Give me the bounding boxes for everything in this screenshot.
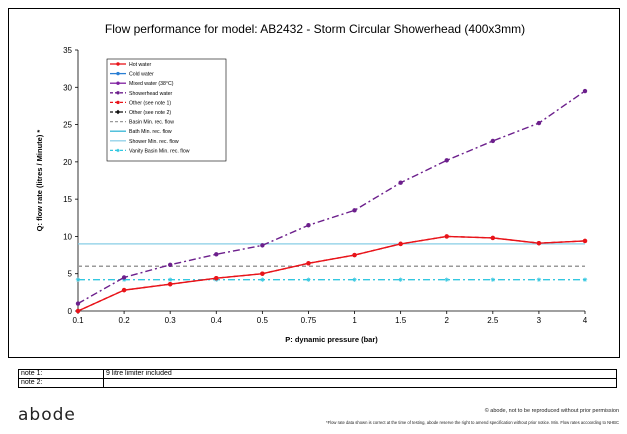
legend-marker-showerhead-water <box>116 91 120 95</box>
series-vanity-basin-min-rec-flow <box>75 277 588 282</box>
y-tick-label: 0 <box>68 307 73 316</box>
data-point-vanity-basin-min-rec-flow <box>582 277 588 282</box>
data-point-other-see-note-1 <box>121 287 127 293</box>
note-1-value: 9 litre limiter included <box>103 369 617 379</box>
legend-label: Basin Min. rec. flow <box>129 120 174 126</box>
series-line-showerhead-water <box>77 90 586 305</box>
data-point-vanity-basin-min-rec-flow <box>444 277 449 282</box>
legend-marker-other-see-note-1 <box>116 100 120 105</box>
data-point-other-see-note-1 <box>536 240 542 246</box>
x-tick-label: 0.5 <box>257 316 269 325</box>
note-2-label: note 2: <box>18 378 104 388</box>
x-tick-label: 2 <box>445 316 450 325</box>
note-row-1: note 1: 9 litre limiter included <box>18 369 617 379</box>
data-point-showerhead-water <box>75 301 81 306</box>
legend-label: Vanity Basin Min. rec. flow <box>129 148 190 154</box>
series-line-other-see-note-1 <box>77 235 586 312</box>
data-point-showerhead-water <box>582 88 588 94</box>
x-tick-label: 0.2 <box>119 316 131 325</box>
data-point-other-see-note-1 <box>490 235 496 241</box>
data-point-vanity-basin-min-rec-flow <box>398 277 403 282</box>
y-tick-label: 20 <box>63 158 72 167</box>
legend-marker-cold-water <box>116 71 120 76</box>
y-tick-label: 5 <box>68 270 73 279</box>
data-point-showerhead-water <box>167 262 173 267</box>
legend-marker-hot-water <box>116 62 120 66</box>
legend-marker-mixed-water-38-c <box>116 81 120 85</box>
legend-box <box>106 58 227 162</box>
data-point-showerhead-water <box>214 252 219 257</box>
data-point-showerhead-water <box>352 208 357 213</box>
y-tick-label: 25 <box>63 121 72 130</box>
data-point-showerhead-water <box>398 180 403 185</box>
y-tick-label: 35 <box>63 46 72 55</box>
notes-table: note 1: 9 litre limiter included note 2: <box>18 369 617 388</box>
data-point-other-see-note-1 <box>398 241 403 247</box>
data-point-other-see-note-1 <box>444 234 449 239</box>
note-row-2: note 2: <box>18 378 617 388</box>
data-point-other-see-note-1 <box>260 271 265 276</box>
series-hot-water <box>75 234 588 314</box>
legend-marker-vanity-basin-min-rec-flow <box>116 148 120 153</box>
abode-logo: abode <box>18 405 76 425</box>
x-tick-label: 0.1 <box>72 316 84 325</box>
disclaimer-text: *Flow rate data shown is correct at the … <box>325 420 619 425</box>
series-line-hot-water <box>77 235 586 312</box>
data-point-other-see-note-1 <box>75 308 81 314</box>
data-point-vanity-basin-min-rec-flow <box>490 277 496 282</box>
data-point-showerhead-water <box>121 275 127 280</box>
legend-label: Showerhead water <box>129 91 173 97</box>
x-tick-label: 3 <box>537 316 542 325</box>
chart-frame: Flow performance for model: AB2432 - Sto… <box>8 8 620 358</box>
data-point-vanity-basin-min-rec-flow <box>121 277 127 282</box>
data-point-showerhead-water <box>490 138 496 144</box>
note-1-label: note 1: <box>18 369 104 379</box>
data-point-showerhead-water <box>444 158 449 163</box>
legend-label: Shower Min. rec. flow <box>129 139 179 145</box>
y-tick-label: 30 <box>63 83 72 92</box>
data-point-vanity-basin-min-rec-flow <box>75 277 81 282</box>
y-tick-label: 15 <box>63 195 72 204</box>
data-point-other-see-note-1 <box>352 252 357 258</box>
data-point-showerhead-water <box>260 243 265 248</box>
x-tick-label: 0.75 <box>301 316 317 325</box>
legend-label: Mixed water (38°C) <box>129 81 174 87</box>
x-tick-label: 1 <box>352 316 357 325</box>
data-point-vanity-basin-min-rec-flow <box>167 277 173 282</box>
legend-label: Bath Min. rec. flow <box>129 129 172 135</box>
data-point-other-see-note-1 <box>306 261 311 266</box>
data-point-showerhead-water <box>306 223 311 228</box>
legend-label: Other (see note 2) <box>129 110 171 116</box>
data-point-showerhead-water <box>536 120 542 126</box>
data-point-vanity-basin-min-rec-flow <box>306 277 311 282</box>
legend-label: Cold water <box>129 72 154 78</box>
legend-label: Hot water <box>129 62 151 68</box>
legend-marker-other-see-note-2 <box>115 109 121 115</box>
legend-label: Other (see note 1) <box>129 100 171 106</box>
data-point-vanity-basin-min-rec-flow <box>352 277 357 282</box>
data-point-other-see-note-1 <box>214 275 219 281</box>
data-point-vanity-basin-min-rec-flow <box>260 277 265 282</box>
x-axis-label: P: dynamic pressure (bar) <box>285 335 378 344</box>
series-other-see-note-1 <box>75 234 588 314</box>
note-2-value <box>103 378 617 388</box>
copyright-text: © abode, not to be reproduced without pr… <box>484 408 619 414</box>
series-showerhead-water <box>75 88 588 306</box>
y-tick-label: 10 <box>63 232 72 241</box>
data-point-vanity-basin-min-rec-flow <box>536 277 542 282</box>
legend: Hot water Cold water Mixed water (38°C) Sho… <box>106 58 227 162</box>
flow-performance-chart: Flow performance for model: AB2432 - Sto… <box>35 22 588 344</box>
x-tick-label: 4 <box>583 316 588 325</box>
x-tick-label: 0.4 <box>211 316 223 325</box>
data-point-other-see-note-1 <box>167 281 173 287</box>
x-tick-label: 1.5 <box>395 316 407 325</box>
chart-title: Flow performance for model: AB2432 - Sto… <box>105 22 525 36</box>
y-axis-label: Q: flow rate (litres / Minute) * <box>35 130 44 232</box>
x-tick-label: 2.5 <box>487 316 499 325</box>
data-point-other-see-note-1 <box>582 238 588 244</box>
x-tick-label: 0.3 <box>165 316 177 325</box>
